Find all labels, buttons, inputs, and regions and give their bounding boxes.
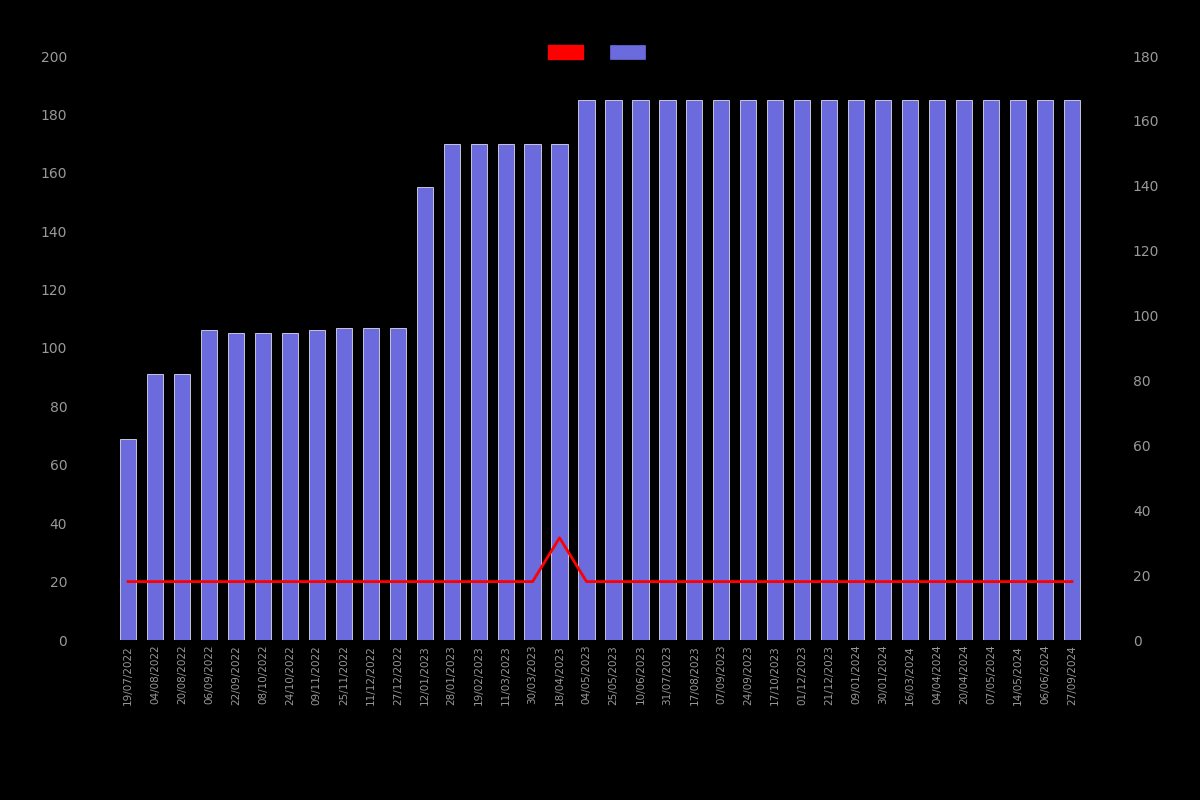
Bar [524, 143, 541, 640]
Bar [336, 327, 352, 640]
Bar [875, 100, 892, 640]
Bar [902, 100, 918, 640]
Bar [740, 100, 756, 640]
Bar [659, 100, 676, 640]
Bar [200, 330, 217, 640]
Bar [578, 100, 595, 640]
Bar [713, 100, 730, 640]
Bar [929, 100, 946, 640]
Bar [254, 334, 271, 640]
Bar [552, 143, 568, 640]
Bar [444, 143, 460, 640]
Bar [362, 327, 379, 640]
Legend: , : , [542, 39, 658, 66]
Bar [146, 374, 163, 640]
Bar [848, 100, 864, 640]
Bar [956, 100, 972, 640]
Bar [1064, 100, 1080, 640]
Bar [174, 374, 190, 640]
Bar [983, 100, 1000, 640]
Bar [1037, 100, 1054, 640]
Bar [686, 100, 702, 640]
Bar [470, 143, 487, 640]
Bar [120, 438, 136, 640]
Bar [498, 143, 514, 640]
Bar [767, 100, 784, 640]
Bar [632, 100, 648, 640]
Bar [1010, 100, 1026, 640]
Bar [605, 100, 622, 640]
Bar [821, 100, 838, 640]
Bar [228, 334, 244, 640]
Bar [416, 187, 433, 640]
Bar [308, 330, 325, 640]
Bar [794, 100, 810, 640]
Bar [282, 334, 298, 640]
Bar [390, 327, 406, 640]
